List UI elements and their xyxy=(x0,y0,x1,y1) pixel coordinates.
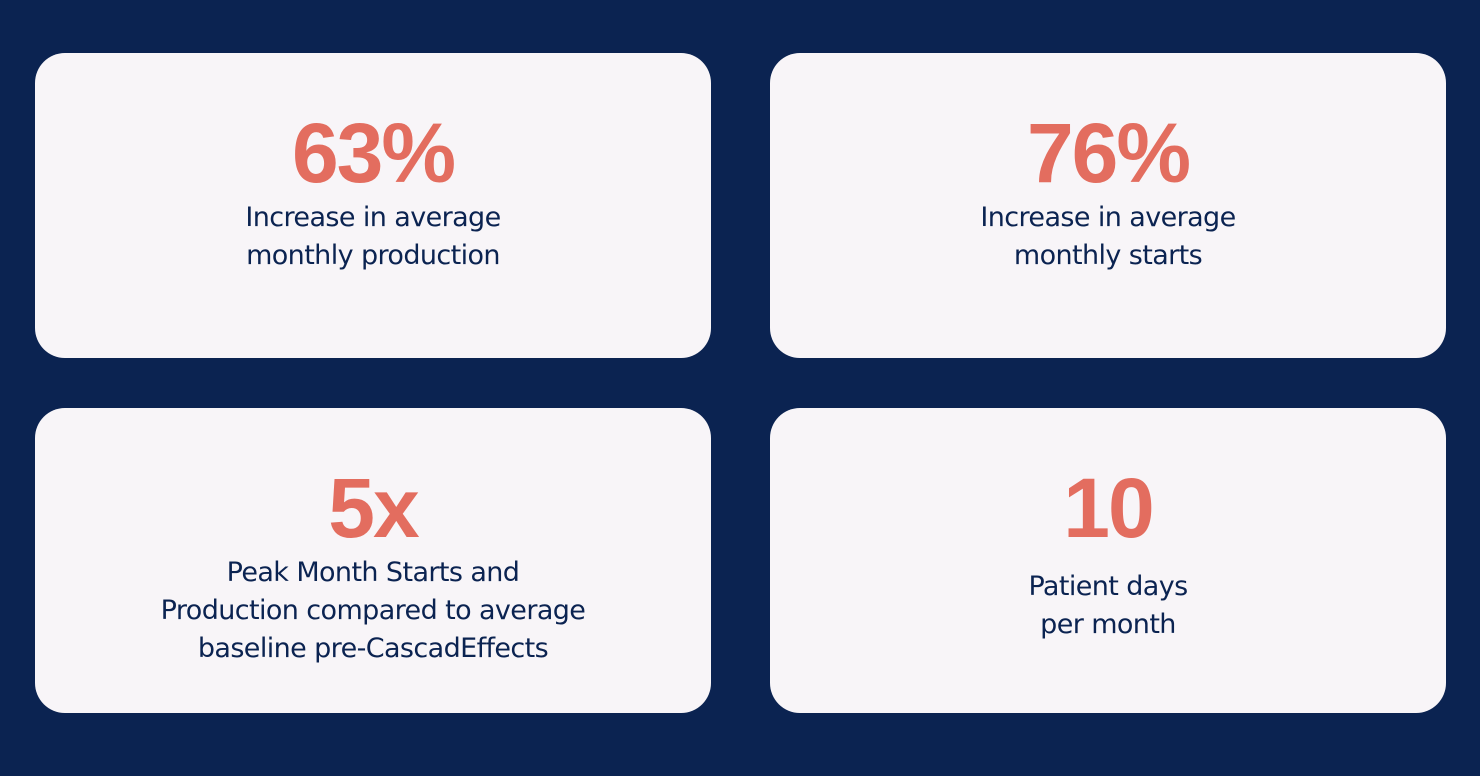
stat-label-line: Production compared to average xyxy=(160,595,586,626)
stat-card-peak-month: 5x Peak Month Starts and Production comp… xyxy=(35,408,711,713)
stat-label-line: Increase in average xyxy=(980,202,1236,233)
stat-label: Increase in average monthly starts xyxy=(980,199,1236,275)
stat-card-patient-days: 10 Patient days per month xyxy=(770,408,1446,713)
stat-value: 5x xyxy=(328,461,419,555)
stat-card-starts: 76% Increase in average monthly starts xyxy=(770,53,1446,358)
stat-label-line: baseline pre-CascadEffects xyxy=(197,633,549,664)
stat-label-line: per month xyxy=(1040,609,1176,640)
stat-label-line: Increase in average xyxy=(245,202,501,233)
stat-value: 10 xyxy=(1063,461,1154,555)
stat-label: Peak Month Starts and Production compare… xyxy=(161,554,586,668)
stat-value: 76% xyxy=(1026,106,1191,200)
stat-label: Patient days per month xyxy=(1028,568,1188,644)
stat-label-line: Patient days xyxy=(1028,571,1188,602)
stat-card-production: 63% Increase in average monthly producti… xyxy=(35,53,711,358)
stat-label-line: Peak Month Starts and xyxy=(226,557,520,588)
stat-label-line: monthly starts xyxy=(1013,240,1203,271)
stat-label-line: monthly production xyxy=(246,240,500,271)
stat-value: 63% xyxy=(291,106,456,200)
stat-label: Increase in average monthly production xyxy=(245,199,501,275)
